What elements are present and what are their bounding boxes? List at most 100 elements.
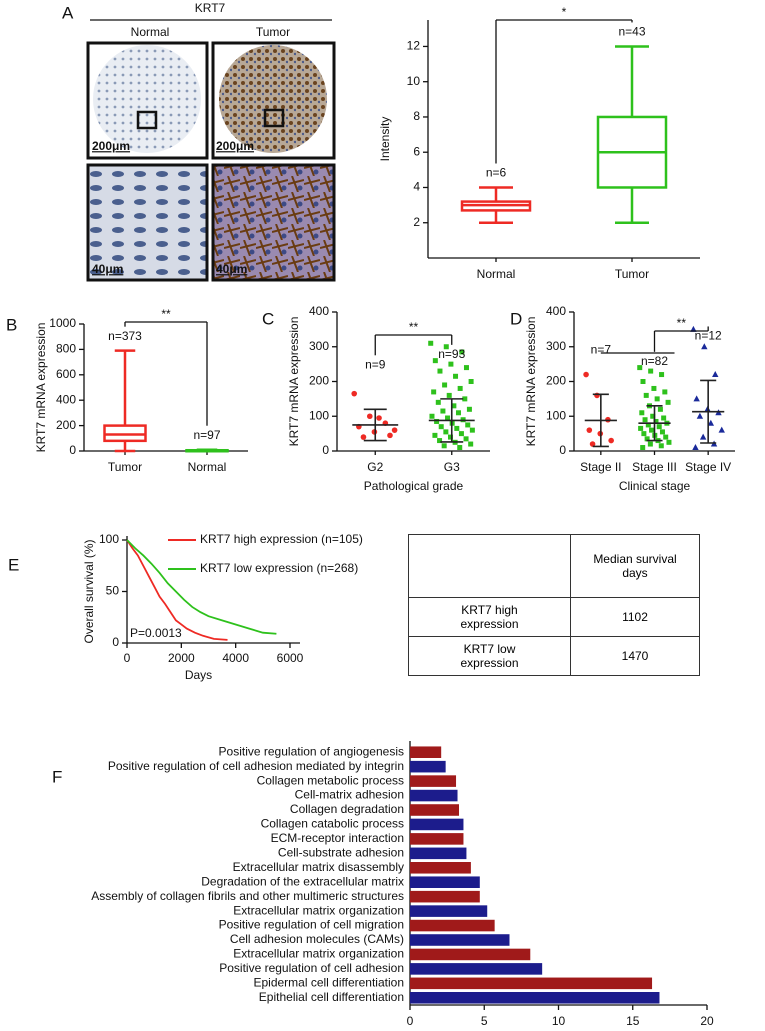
scale-bar: 200μm — [92, 139, 130, 153]
bar — [410, 746, 442, 758]
x-tick-label: 0 — [407, 1014, 414, 1028]
scale-bar: 40μm — [216, 262, 247, 276]
x-tick-label: 6000 — [277, 651, 304, 665]
point — [642, 417, 648, 423]
y-axis-label: KRT7 mRNA expression — [34, 323, 48, 453]
bar — [410, 992, 660, 1004]
y-tick-label: 600 — [56, 367, 76, 381]
point — [662, 389, 668, 395]
point — [653, 418, 659, 424]
bar — [410, 833, 464, 845]
point — [371, 429, 378, 435]
panel-label: D — [510, 309, 522, 328]
box — [103, 424, 147, 443]
y-tick-label: 12 — [407, 39, 421, 53]
point — [659, 429, 665, 435]
y-tick-label: 4 — [413, 180, 420, 194]
point — [391, 427, 398, 433]
row-label: KRT7 low expression — [460, 642, 519, 670]
n-label: n=97 — [193, 428, 220, 442]
ihc-zoom — [86, 163, 209, 282]
ihc-zoom-box — [136, 110, 158, 130]
y-tick-label: 100 — [546, 408, 566, 422]
y-tick-label: 400 — [56, 392, 76, 406]
point — [457, 445, 463, 451]
y-tick-label: 400 — [546, 304, 566, 318]
point — [647, 441, 653, 447]
point — [431, 389, 437, 395]
x-axis-label: Pathological grade — [364, 479, 464, 493]
y-tick-label: 2 — [413, 215, 420, 229]
x-tick-label: Stage II — [580, 460, 621, 474]
point — [455, 410, 461, 416]
category-label: Epithelial cell differentiation — [259, 990, 404, 1004]
y-axis-label: Intensity — [378, 117, 392, 162]
panel-label: C — [262, 309, 274, 328]
y-tick-label: 0 — [322, 443, 329, 457]
y-tick-label: 6 — [413, 144, 420, 158]
bar — [410, 890, 480, 903]
x-tick-label: Tumor — [615, 267, 649, 281]
y-tick-label: 200 — [56, 418, 76, 432]
n-label: n=93 — [438, 347, 465, 361]
point — [586, 427, 593, 433]
point — [649, 427, 655, 433]
y-axis-label: KRT7 mRNA expression — [287, 317, 301, 447]
scale-bar: 200μm — [216, 139, 254, 153]
x-tick-label: Stage IV — [685, 460, 731, 474]
point — [661, 415, 667, 421]
table-cell: 1102 — [570, 597, 700, 637]
point — [447, 434, 453, 440]
point — [640, 445, 646, 451]
bar — [410, 934, 510, 946]
point — [583, 371, 589, 378]
point — [637, 365, 643, 371]
x-tick-label: Normal — [477, 267, 516, 281]
point — [387, 432, 393, 439]
bar — [410, 919, 495, 932]
point — [360, 434, 367, 440]
n-label: n=82 — [641, 354, 668, 368]
point — [443, 429, 449, 435]
point — [594, 392, 600, 399]
point — [651, 385, 657, 391]
point — [696, 412, 704, 419]
ihc-images — [86, 41, 336, 282]
point — [459, 349, 465, 355]
point — [451, 403, 457, 409]
point — [366, 413, 373, 420]
bar — [410, 818, 464, 831]
bar — [410, 876, 480, 888]
table-cell: 1470 — [570, 636, 700, 676]
y-tick-label: 100 — [309, 408, 329, 422]
category-label: Positive regulation of cell adhesion — [219, 961, 404, 975]
y-tick-label: 8 — [413, 109, 420, 123]
point — [442, 382, 448, 388]
point — [428, 340, 434, 346]
n-label: n=6 — [486, 166, 507, 180]
point — [351, 390, 358, 397]
x-tick-label: Tumor — [108, 460, 142, 474]
y-tick-label: 200 — [309, 374, 329, 388]
y-tick-label: 0 — [559, 443, 566, 457]
point — [437, 438, 443, 444]
point — [718, 426, 725, 433]
point — [434, 418, 440, 424]
category-label: Positive regulation of cell migration — [219, 918, 404, 932]
n-label: n=43 — [618, 25, 645, 39]
point — [701, 343, 708, 350]
point — [441, 443, 447, 449]
point — [446, 392, 452, 398]
point — [648, 368, 654, 374]
ihc-column: Tumor — [256, 25, 290, 39]
point — [665, 399, 671, 405]
bar — [410, 862, 471, 874]
x-tick-label: Stage III — [632, 460, 677, 474]
point — [432, 432, 438, 438]
ihc-zoom — [211, 163, 336, 282]
point — [641, 431, 647, 437]
scale-bar: 40μm — [92, 262, 123, 276]
point — [699, 433, 707, 440]
point — [693, 395, 700, 402]
point — [432, 358, 438, 364]
